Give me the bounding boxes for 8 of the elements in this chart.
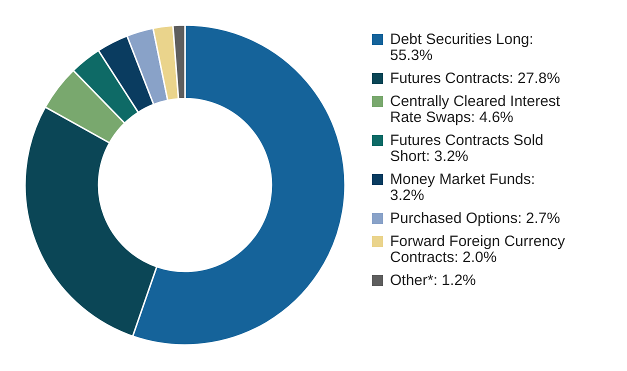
legend-label: Forward Foreign Currency Contracts: 2.0%	[390, 233, 566, 266]
legend-label: Futures Contracts Sold Short: 3.2%	[390, 132, 544, 165]
legend-label: Futures Contracts: 27.8%	[390, 70, 560, 87]
legend-label: Purchased Options: 2.7%	[390, 210, 560, 227]
legend-label: Debt Securities Long: 55.3%	[390, 31, 534, 64]
legend-label: Money Market Funds: 3.2%	[390, 171, 536, 204]
legend-label: Other*: 1.2%	[390, 272, 476, 289]
legend-label: Centrally Cleared Interest Rate Swaps: 4.6%	[390, 93, 561, 126]
